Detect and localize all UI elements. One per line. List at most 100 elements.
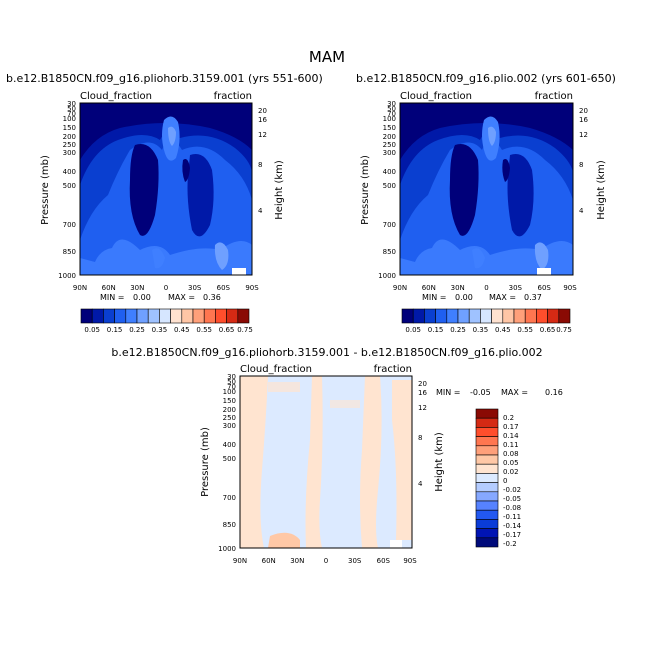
colorbar-swatch [475, 491, 499, 502]
colorbar-swatch [475, 427, 499, 437]
panel-2-min-value: 0.00 [455, 293, 473, 302]
panel-3-y2-axis: 20 16 12 8 4 Height (km) [418, 380, 445, 492]
colorbar-swatch [502, 308, 515, 324]
panel-2-y2-tick: 20 [579, 107, 588, 115]
panel-2-x-tick: 60N [422, 284, 436, 292]
colorbar-swatch [475, 408, 499, 419]
panel-1-y2label: Height (km) [274, 160, 285, 220]
panel-1-y2-tick: 16 [258, 116, 267, 124]
colorbar-swatch [475, 445, 499, 456]
panel-1-max-value: 0.36 [203, 293, 221, 302]
colorbar-swatch [170, 308, 183, 324]
panel-2-colorbar-label: 0.75 [556, 326, 572, 334]
panel-3-colorbar-label: -0.2 [503, 540, 517, 548]
colorbar-swatch [91, 308, 104, 324]
panel-3-title: b.e12.B1850CN.f09_g16.pliohorb.3159.001 … [111, 346, 542, 359]
panel-1-x-axis: 90N 60N 30N 0 30S 60S 90S [73, 284, 259, 292]
panel-1-min-label: MIN = [100, 293, 125, 302]
colorbar-swatch [513, 308, 526, 324]
colorbar-swatch [103, 308, 115, 324]
panel-3-y-tick: 30 [227, 373, 236, 381]
panel-3-field [239, 375, 413, 549]
panel-1-y-tick: 150 [63, 124, 76, 132]
panel-1-colorbar-label: 0.55 [196, 326, 212, 334]
panel-3-colorbar-label: 0 [503, 477, 507, 485]
colorbar-swatch [558, 308, 571, 324]
panel-1-y2-axis: 20 16 12 8 4 Height (km) [258, 107, 285, 220]
panel-3-y-tick: 150 [223, 397, 236, 405]
panel-2-y-tick: 850 [383, 248, 396, 256]
panel-2-y-axis: 30 50 70 100 150 200 250 300 400 500 700… [360, 100, 396, 280]
panel-1-y-tick: 850 [63, 248, 76, 256]
panel-1-colorbar [80, 308, 250, 324]
panel-3-stats: MIN = -0.05 MAX = 0.16 [436, 388, 563, 397]
panel-2-colorbar-label: 0.35 [473, 326, 489, 334]
panel-1-x-tick: 60S [217, 284, 231, 292]
panel-1-ylabel: Pressure (mb) [40, 155, 51, 225]
panel-2-colorbar-label: 0.25 [450, 326, 466, 334]
panel-2-max-label: MAX = [489, 293, 516, 302]
panel-2-y2-tick: 12 [579, 131, 588, 139]
colorbar-swatch [192, 308, 205, 324]
panel-1-y-tick: 1000 [58, 272, 76, 280]
colorbar-swatch [412, 308, 425, 324]
panel-2-y-tick: 30 [387, 100, 396, 108]
panel-3-colorbar-labels: 0.2 0.17 0.14 0.11 0.08 0.05 0.02 0 -0.0… [503, 414, 522, 548]
colorbar-swatch [536, 308, 548, 324]
panel-1-y-tick: 100 [63, 115, 76, 123]
panel-3-colorbar-label: -0.11 [503, 513, 521, 521]
panel-3-y2-tick: 8 [418, 434, 422, 442]
panel-1-x-tick: 30S [188, 284, 202, 292]
panel-1-stats: MIN = 0.00 MAX = 0.36 [100, 293, 221, 302]
panel-3-colorbar-label: 0.05 [503, 459, 519, 467]
colorbar-swatch [491, 308, 504, 324]
panel-3-x-tick: 0 [324, 557, 328, 565]
panel-1-max-label: MAX = [168, 293, 195, 302]
panel-3-y-axis: 30 50 70 100 150 200 250 300 400 500 700… [200, 373, 236, 553]
colorbar-swatch [475, 417, 499, 428]
panel-3-y2-tick: 16 [418, 389, 427, 397]
panel-3-max-value: 0.16 [545, 388, 563, 397]
panel-3: b.e12.B1850CN.f09_g16.pliohorb.3159.001 … [111, 346, 562, 565]
panel-1-y-tick: 400 [63, 168, 76, 176]
panel-3-y-tick: 200 [223, 406, 236, 414]
colorbar-swatch [475, 454, 499, 465]
panel-2-colorbar-labels: 0.05 0.15 0.25 0.35 0.45 0.55 0.65 0.75 [405, 326, 571, 334]
panel-1-colorbar-label: 0.35 [152, 326, 168, 334]
panel-2-right-label: fraction [535, 91, 573, 102]
colorbar-swatch [401, 308, 414, 324]
colorbar-swatch [524, 308, 537, 324]
panel-3-colorbar-label: -0.02 [503, 486, 521, 494]
colorbar-swatch [125, 308, 138, 324]
panel-1-y2-tick: 12 [258, 131, 267, 139]
panel-3-y2label: Height (km) [434, 432, 445, 492]
panel-1-y-tick: 700 [63, 221, 76, 229]
colorbar-swatch [475, 482, 499, 493]
panel-3-y-tick: 50 [227, 378, 236, 386]
colorbar-swatch [475, 500, 499, 511]
colorbar-swatch [80, 308, 93, 324]
panel-1-x-tick: 60N [102, 284, 116, 292]
colorbar-swatch [480, 308, 492, 324]
panel-3-x-tick: 30N [290, 557, 304, 565]
colorbar-swatch [475, 509, 499, 520]
page-title: MAM [309, 48, 345, 66]
panel-3-x-axis: 90N 60N 30N 0 30S 60S 90S [233, 557, 417, 565]
panel-1-x-tick: 90N [73, 284, 87, 292]
panel-2-y-tick: 100 [383, 115, 396, 123]
colorbar-swatch [226, 308, 239, 324]
panel-1-right-label: fraction [214, 91, 252, 102]
panel-1-y-tick: 250 [63, 141, 76, 149]
panel-2-ylabel: Pressure (mb) [360, 155, 371, 225]
colorbar-swatch [475, 537, 499, 548]
panel-2-left-label: Cloud_fraction [400, 91, 472, 102]
panel-3-y-tick: 250 [223, 414, 236, 422]
panel-2-colorbar-label: 0.55 [517, 326, 533, 334]
colorbar-swatch [435, 308, 448, 324]
colorbar-swatch [237, 308, 250, 324]
panel-2-colorbar-label: 0.45 [495, 326, 511, 334]
panel-3-x-tick: 30S [348, 557, 362, 565]
panel-2-title: b.e12.B1850CN.f09_g16.plio.002 (yrs 601-… [356, 72, 616, 85]
panel-2-colorbar-label: 0.15 [428, 326, 444, 334]
